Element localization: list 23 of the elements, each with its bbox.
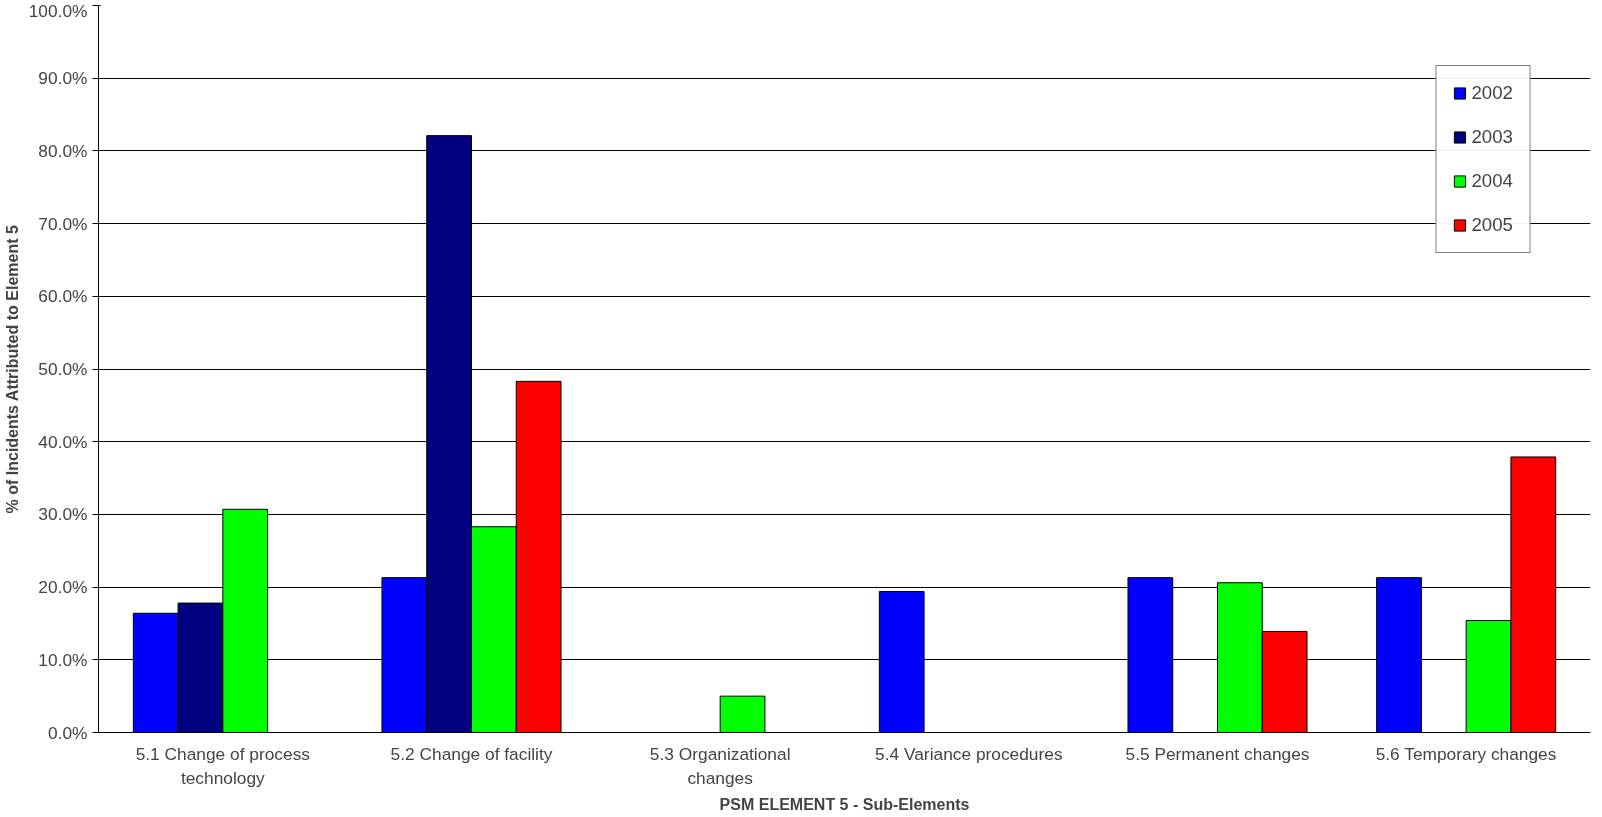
x-tick-label: 5.5 Permanent changes xyxy=(1125,743,1310,764)
x-axis-title: PSM ELEMENT 5 - Sub-Elements xyxy=(719,795,970,813)
y-tick-label: 90.0% xyxy=(38,68,88,89)
y-axis-title: % of Incidents Attributed to Element 5 xyxy=(3,225,21,514)
legend-label: 2002 xyxy=(1471,82,1513,104)
y-tick-label: 30.0% xyxy=(38,504,88,525)
legend-label: 2004 xyxy=(1471,170,1513,192)
y-tick-label: 10.0% xyxy=(38,649,88,670)
y-tick-label: 60.0% xyxy=(38,286,88,307)
x-tick-label: 5.2 Change of facility xyxy=(390,743,553,764)
y-tick-label: 70.0% xyxy=(38,213,88,234)
y-tick-label: 100.0% xyxy=(28,0,88,21)
y-tick-label: 0.0% xyxy=(48,722,88,743)
y-tick-label: 40.0% xyxy=(38,431,88,452)
legend-label: 2005 xyxy=(1471,214,1513,236)
y-tick-label: 50.0% xyxy=(38,359,88,379)
y-tick-label: 20.0% xyxy=(38,577,88,598)
x-tick-label: 5.4 Variance procedures xyxy=(875,743,1063,764)
x-tick-label: 5.3 Organizational changes xyxy=(649,743,791,788)
legend-label: 2003 xyxy=(1471,126,1513,148)
x-tick-label: 5.6 Temporary changes xyxy=(1375,743,1557,764)
y-tick-label: 80.0% xyxy=(38,140,88,161)
x-tick-label: 5.1 Change of process technology xyxy=(135,743,311,788)
